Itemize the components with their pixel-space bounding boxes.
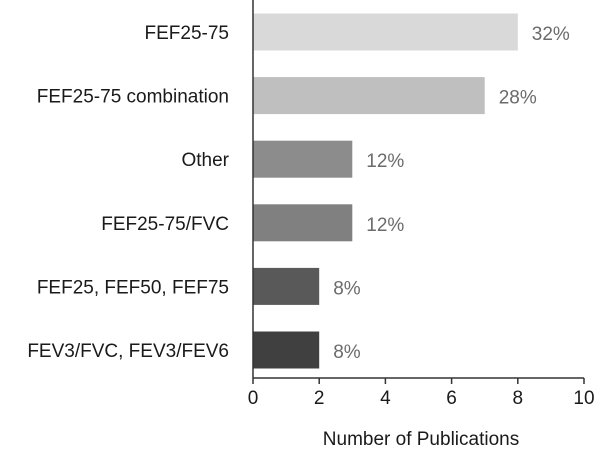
x-tick-label: 6	[446, 388, 457, 409]
data-label: 12%	[366, 151, 404, 172]
bar	[253, 13, 518, 51]
data-label: 32%	[532, 24, 570, 45]
data-label: 12%	[366, 215, 404, 236]
x-tick-label: 4	[380, 388, 391, 409]
data-label: 8%	[333, 342, 361, 363]
x-tick-label: 8	[513, 388, 524, 409]
bar	[253, 267, 320, 305]
data-label: 28%	[499, 88, 537, 109]
labels-layer: FEF25-75 32% FEF25-75 combination 28% Other 1…	[27, 23, 570, 363]
bar	[253, 204, 353, 242]
bar	[253, 77, 485, 115]
category-label: FEF25, FEF50, FEF75	[37, 277, 229, 298]
category-label: Other	[181, 150, 229, 171]
category-label: FEV3/FVC, FEV3/FEV6	[27, 341, 229, 362]
bars-layer	[253, 13, 518, 369]
category-label: FEF25-75/FVC	[101, 214, 229, 235]
x-tick-label: 2	[314, 388, 325, 409]
x-tick-label: 10	[573, 388, 594, 409]
category-label: FEF25-75	[145, 23, 229, 44]
bar	[253, 140, 353, 178]
x-axis-title: Number of Publications	[323, 429, 519, 450]
category-label: FEF25-75 combination	[37, 87, 229, 108]
x-tick-label: 0	[248, 388, 259, 409]
bar	[253, 331, 320, 369]
axis-layer: 0 2 4 6 8 10	[248, 0, 595, 409]
data-label: 8%	[333, 278, 361, 299]
